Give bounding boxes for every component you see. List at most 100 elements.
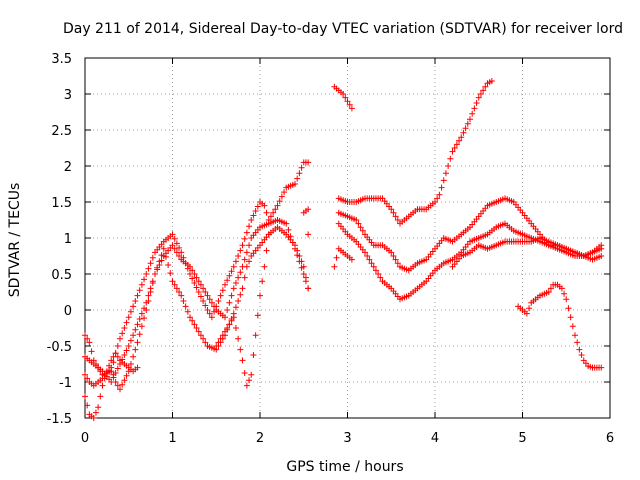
- data-point: [176, 253, 183, 259]
- data-point: [578, 352, 585, 358]
- data-point: [442, 170, 449, 177]
- data-point: [355, 220, 362, 227]
- data-point: [235, 274, 242, 281]
- data-point: [246, 377, 253, 384]
- data-point: [82, 332, 88, 339]
- data-point: [243, 263, 250, 270]
- data-point: [364, 253, 371, 259]
- series-8: [335, 195, 605, 274]
- data-point: [305, 206, 312, 213]
- data-point: [388, 249, 395, 256]
- data-point: [110, 359, 117, 366]
- data-point: [176, 289, 183, 295]
- data-point: [121, 325, 128, 331]
- data-point: [169, 278, 176, 285]
- data-point: [464, 120, 471, 127]
- data-point: [222, 314, 228, 321]
- data-point: [232, 258, 239, 265]
- data-point: [302, 274, 309, 281]
- data-point: [222, 281, 228, 288]
- data-point: [294, 247, 301, 254]
- data-point: [117, 361, 123, 367]
- data-point: [145, 298, 152, 304]
- data-point: [173, 285, 180, 292]
- data-point: [598, 245, 605, 252]
- data-point: [248, 217, 255, 223]
- data-point: [213, 343, 220, 349]
- data-point: [117, 335, 123, 342]
- data-point: [563, 296, 570, 303]
- data-point: [187, 314, 193, 321]
- data-point: [224, 325, 231, 331]
- data-point: [333, 254, 340, 261]
- y-tick-label: 2: [64, 160, 72, 175]
- data-point: [239, 285, 246, 292]
- data-point: [219, 332, 226, 339]
- x-axis-label: GPS time / hours: [286, 459, 403, 475]
- data-points: [82, 78, 605, 421]
- data-point: [121, 352, 128, 358]
- data-point: [171, 281, 178, 288]
- data-point: [86, 339, 93, 346]
- data-point: [208, 299, 215, 306]
- data-point: [477, 91, 484, 97]
- x-tick-label: 4: [431, 431, 439, 446]
- data-point: [353, 217, 360, 223]
- data-point: [340, 91, 347, 97]
- data-point: [281, 189, 288, 196]
- data-point: [119, 356, 126, 363]
- data-point: [576, 346, 583, 353]
- data-point: [250, 352, 257, 358]
- data-point: [145, 292, 152, 299]
- data-point: [211, 303, 218, 310]
- data-point: [598, 253, 605, 259]
- data-point: [125, 368, 132, 375]
- data-point: [243, 229, 250, 236]
- data-point: [195, 328, 202, 335]
- data-point: [274, 202, 281, 209]
- data-point: [243, 382, 250, 389]
- data-point: [572, 332, 578, 339]
- data-point: [138, 323, 145, 330]
- data-point: [473, 100, 480, 106]
- data-point: [178, 292, 185, 299]
- y-tick-label: 0.5: [51, 268, 72, 283]
- data-point: [458, 134, 465, 141]
- data-point: [84, 402, 91, 409]
- data-point: [298, 164, 305, 171]
- data-point: [82, 371, 88, 378]
- data-point: [377, 274, 384, 281]
- data-point: [561, 290, 568, 297]
- data-point: [215, 339, 222, 346]
- grid: [85, 58, 610, 418]
- data-point: [132, 346, 139, 353]
- data-point: [241, 235, 248, 242]
- data-point: [114, 382, 121, 389]
- data-point: [449, 148, 456, 155]
- data-point: [206, 310, 213, 317]
- data-point: [193, 284, 200, 291]
- data-point: [162, 253, 169, 260]
- data-point: [204, 292, 211, 299]
- data-point: [392, 213, 399, 220]
- data-point: [235, 298, 242, 304]
- data-point: [200, 335, 207, 342]
- data-point: [440, 177, 447, 184]
- data-point: [237, 269, 244, 276]
- data-point: [119, 381, 126, 388]
- data-point: [215, 298, 222, 304]
- data-point: [165, 262, 172, 268]
- data-point: [388, 206, 395, 213]
- data-point: [130, 332, 137, 339]
- data-point: [184, 308, 191, 315]
- data-point: [368, 260, 375, 267]
- data-point: [90, 415, 97, 421]
- data-point: [158, 252, 165, 259]
- y-tick-label: 2.5: [51, 124, 72, 139]
- data-point: [123, 347, 130, 354]
- data-point: [219, 287, 226, 294]
- data-point: [125, 314, 132, 321]
- data-point: [84, 335, 91, 342]
- data-point: [526, 305, 533, 312]
